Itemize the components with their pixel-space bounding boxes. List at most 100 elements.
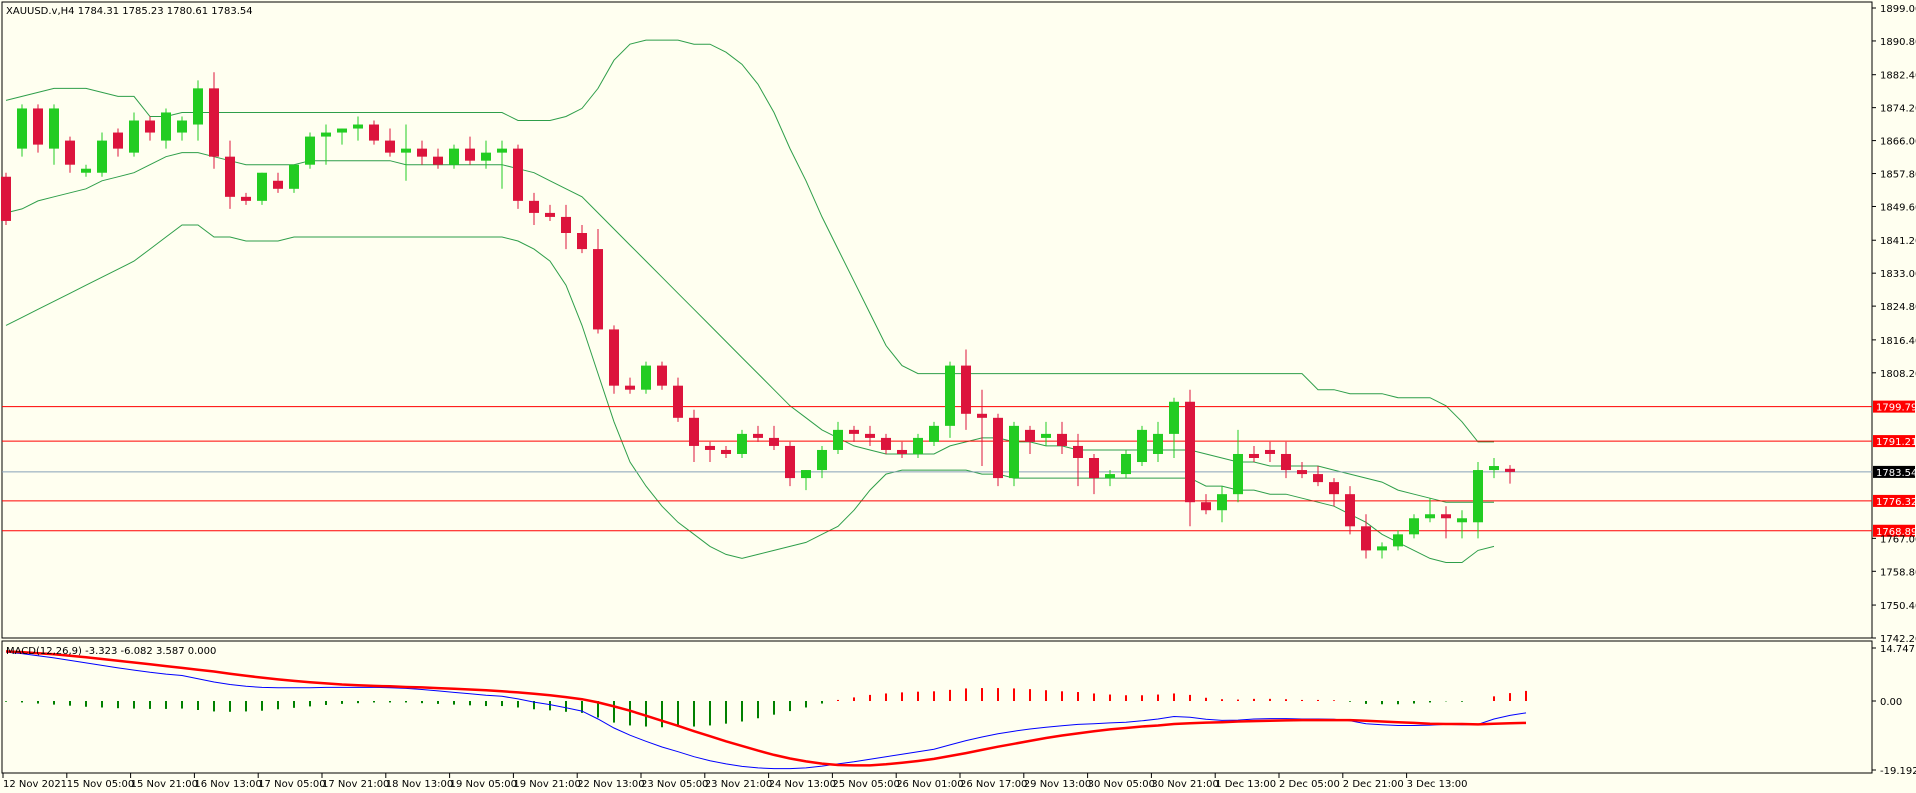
- macd-lines: [5, 650, 1527, 770]
- candle-body: [657, 365, 667, 386]
- price-tick-label: 1849.60: [1880, 202, 1916, 213]
- candle-body: [801, 470, 811, 479]
- time-tick-label: 30 Nov 05:00: [1088, 779, 1155, 790]
- candle-body: [1425, 514, 1435, 519]
- price-axis: 1899.00 1890.80 1882.40 1874.20 1866.00 1857.…: [1872, 4, 1916, 645]
- candle-body: [945, 365, 955, 426]
- candle-body: [1489, 466, 1499, 471]
- symbol-info: XAUUSD.v,H4 1784.31 1785.23 1780.61 1783…: [6, 6, 253, 17]
- candle-body: [65, 140, 75, 165]
- horizontal-levels: 1799.79 1791.21 1776.32 1768.89 1783.54: [2, 400, 1916, 538]
- macd-info: MACD(12,26,9) -3.323 -6.082 3.587 0.000: [6, 646, 216, 657]
- candle-body: [769, 437, 779, 446]
- candle-body: [193, 88, 203, 125]
- price-tick-label: 1816.40: [1880, 336, 1916, 347]
- price-tick-label: 1808.20: [1880, 369, 1916, 380]
- candle-body: [593, 249, 603, 330]
- price-level-label: 1776.32: [1876, 497, 1916, 508]
- price-tick-label: 1824.80: [1880, 302, 1916, 313]
- candle-body: [449, 148, 459, 165]
- macd-tick-label: 0.00: [1880, 697, 1902, 708]
- price-panel-frame: [1, 1, 1873, 639]
- candle-body: [305, 136, 315, 165]
- candle-body: [1089, 458, 1099, 479]
- time-tick-label: 26 Nov 01:00: [896, 779, 963, 790]
- candle-body: [689, 417, 699, 446]
- candle-body: [257, 172, 267, 201]
- candle-body: [1121, 453, 1131, 475]
- candle-body: [1313, 474, 1323, 483]
- candle-body: [1073, 445, 1083, 458]
- candle-body: [17, 108, 27, 149]
- price-tick-label: 1874.20: [1880, 104, 1916, 115]
- price-tick-label: 1750.40: [1880, 601, 1916, 612]
- candle-body: [369, 124, 379, 141]
- time-tick-label: 25 Nov 05:00: [832, 779, 899, 790]
- macd-line: [5, 651, 1527, 770]
- price-tick-label: 1742.20: [1880, 634, 1916, 645]
- macd-tick-label: -19.192: [1880, 766, 1916, 777]
- candle-body: [1025, 429, 1035, 442]
- candle-body: [641, 365, 651, 390]
- candle-body: [113, 132, 123, 149]
- price-level-tag: [1873, 435, 1915, 448]
- candle-body: [1217, 494, 1227, 511]
- candle-body: [1201, 502, 1211, 511]
- candle-body: [321, 132, 331, 137]
- candle-body: [97, 140, 107, 173]
- candle-body: [1009, 425, 1019, 479]
- candle-body: [177, 120, 187, 133]
- candle-body: [129, 120, 139, 153]
- macd-tick-label: 14.747: [1880, 644, 1915, 655]
- bollinger-middle-line: [5, 152, 1494, 503]
- candle-body: [145, 120, 155, 133]
- candle-body: [1105, 474, 1115, 479]
- candle-body: [929, 425, 939, 442]
- macd-axis: 14.747 0.00 -19.192: [1872, 644, 1916, 777]
- candle-body: [465, 148, 475, 161]
- price-level-label: 1768.89: [1876, 527, 1916, 538]
- candle-body: [1185, 401, 1195, 503]
- candle-body: [545, 212, 555, 217]
- price-tick-label: 1767.00: [1880, 534, 1916, 545]
- price-tick-label: 1890.80: [1880, 37, 1916, 48]
- candle-body: [1505, 468, 1515, 472]
- candle-body: [529, 200, 539, 213]
- bollinger-upper-line: [5, 39, 1494, 443]
- candle-body: [401, 148, 411, 153]
- time-tick-label: 23 Nov 05:00: [641, 779, 708, 790]
- candle-body: [1361, 526, 1371, 551]
- candle-body: [1265, 449, 1275, 454]
- candle-body: [385, 140, 395, 153]
- candle-body: [737, 433, 747, 454]
- time-tick-label: 15 Nov 21:00: [131, 779, 198, 790]
- time-tick-label: 1 Dec 13:00: [1215, 779, 1276, 790]
- candle-body: [561, 216, 571, 233]
- candle-body: [673, 385, 683, 418]
- candle-body: [1169, 401, 1179, 434]
- candle-body: [1473, 470, 1483, 523]
- time-tick-label: 17 Nov 05:00: [258, 779, 325, 790]
- candle-body: [1281, 453, 1291, 471]
- candle-body: [1393, 534, 1403, 547]
- candle-body: [833, 429, 843, 450]
- price-tick-label: 1833.00: [1880, 269, 1916, 280]
- price-tick-label: 1866.00: [1880, 137, 1916, 148]
- price-level-label: 1799.79: [1876, 403, 1916, 414]
- candle-body: [417, 148, 427, 157]
- time-tick-label: 12 Nov 2021: [3, 779, 67, 790]
- candle-body: [897, 449, 907, 454]
- time-tick-label: 17 Nov 21:00: [322, 779, 389, 790]
- price-tick-label: 1841.20: [1880, 236, 1916, 247]
- candle-body: [705, 445, 715, 450]
- candle-body: [881, 437, 891, 450]
- candle-body: [481, 152, 491, 161]
- candle-body: [337, 128, 347, 133]
- candle-body: [289, 164, 299, 189]
- candle-body: [273, 180, 283, 189]
- candle-body: [865, 433, 875, 438]
- candle-body: [1457, 518, 1467, 523]
- candle-body: [1297, 470, 1307, 475]
